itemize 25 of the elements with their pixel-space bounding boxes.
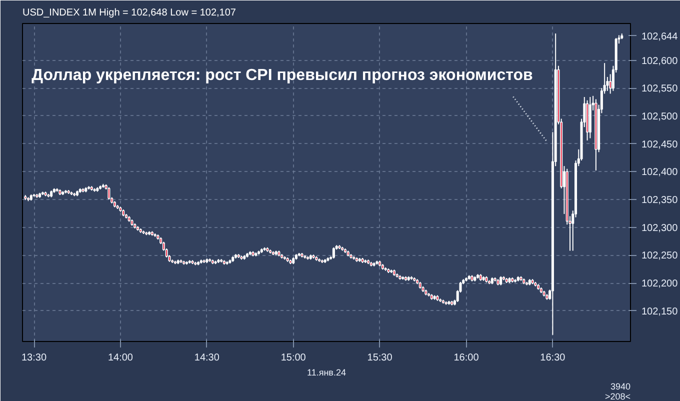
- x-axis-title: 11.янв.24: [307, 368, 346, 378]
- y-tick-label: 102,600: [642, 56, 678, 67]
- x-tick-label: 16:30: [540, 352, 566, 364]
- x-tick-label: 14:00: [108, 352, 134, 364]
- y-tick-label: 102,500: [642, 111, 678, 122]
- candlestick: [332, 246, 335, 260]
- y-tick-label: 102,200: [642, 278, 678, 290]
- x-tick-label: 15:30: [367, 352, 393, 364]
- y-tick-label: 102,150: [642, 306, 678, 318]
- y-tick-label: 102,300: [642, 222, 678, 234]
- y-tick-label: 102,400: [642, 167, 678, 178]
- y-tick-label: 102,550: [642, 84, 678, 95]
- y-tick-label: 102,250: [642, 250, 678, 262]
- y-tick-label: 102,644: [642, 31, 678, 42]
- x-tick-label: 15:00: [280, 352, 306, 364]
- candlestick: [108, 186, 110, 200]
- text: >208<: [604, 392, 631, 401]
- x-tick-label: 13:30: [22, 352, 47, 364]
- x-tick-label: 14:30: [194, 352, 220, 364]
- y-tick-label: 102,350: [642, 194, 678, 206]
- chart-title: USD_INDEX 1M High = 102,648 Low = 102,107: [22, 8, 236, 18]
- x-tick-label: 16:00: [454, 352, 480, 364]
- annotation: Доллар укрепляется: рост CPI превысил прогноз экономистов: [32, 66, 534, 84]
- y-tick-label: 102,450: [642, 139, 678, 150]
- text: 3940: [610, 382, 631, 392]
